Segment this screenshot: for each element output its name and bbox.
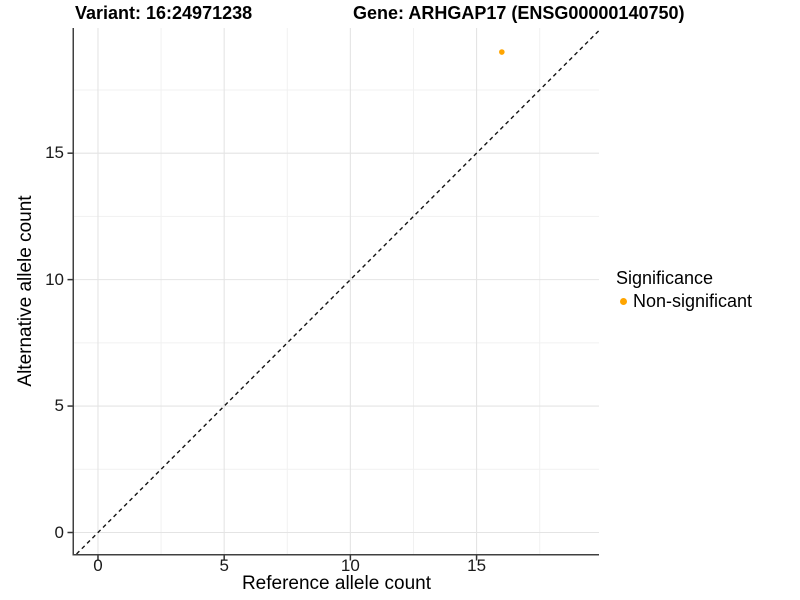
- y-axis-title: Alternative allele count: [15, 195, 36, 387]
- legend-title: Significance: [616, 268, 714, 288]
- y-tick-label: 15: [45, 143, 64, 163]
- variant-title: Variant: 16:24971238: [75, 3, 253, 23]
- legend-item-label: Non-significant: [633, 291, 753, 311]
- data-point: [499, 49, 505, 55]
- legend-items: Non-significant: [616, 291, 752, 311]
- legend-point-icon: [620, 297, 627, 305]
- y-tick-label: 10: [45, 269, 64, 289]
- x-tick-label: 5: [219, 556, 229, 575]
- plot-panel: [67, 28, 600, 561]
- legend-item: Non-significant: [616, 291, 752, 311]
- x-tick-label: 0: [93, 556, 103, 575]
- identity-line: [76, 30, 600, 555]
- x-axis-title: Reference allele count: [241, 573, 432, 594]
- x-tick-label: 15: [467, 556, 487, 575]
- gene-title: Gene: ARHGAP17 (ENSG00000140750): [353, 3, 685, 23]
- x-tick-label: 10: [340, 556, 360, 575]
- y-tick-label: 0: [54, 522, 64, 542]
- y-tick-label: 5: [54, 396, 64, 416]
- legend: Significance Non-significant: [616, 268, 752, 311]
